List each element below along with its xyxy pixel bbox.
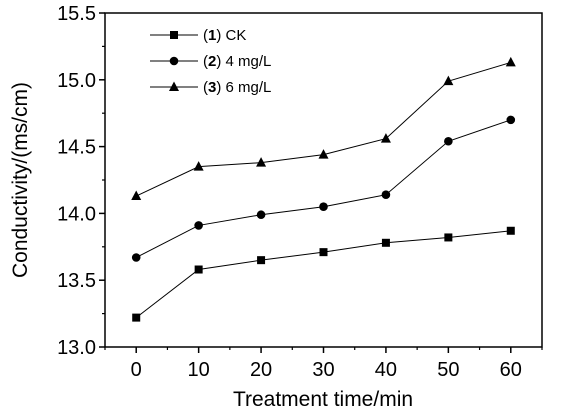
data-point <box>443 75 454 86</box>
series-line <box>136 61 511 197</box>
y-tick-label: 13.5 <box>57 270 96 292</box>
data-point <box>194 221 203 230</box>
x-tick-label: 0 <box>131 359 142 381</box>
x-tick-label: 40 <box>375 359 397 381</box>
y-axis-title: Conductivity/(ms/cm) <box>9 82 32 278</box>
legend-item: (2) 4 mg/L <box>150 53 271 70</box>
y-tick-label: 13.0 <box>57 337 96 359</box>
data-point <box>193 161 204 171</box>
legend-number: 1 <box>208 27 216 44</box>
data-point <box>256 210 266 220</box>
legend-number: 3 <box>208 79 216 96</box>
data-point <box>506 226 515 235</box>
data-point <box>444 233 453 242</box>
series-1 <box>132 226 515 322</box>
data-point <box>319 248 328 257</box>
legend: (1) CK (2) 4 mg/L (3) 6 mg/L <box>150 27 271 96</box>
legend-marker <box>169 56 179 66</box>
legend-number: 2 <box>208 53 216 70</box>
legend-item: (1) CK <box>150 27 246 44</box>
data-point <box>131 190 142 201</box>
x-axis: 0 10 20 30 40 50 60 <box>104 347 543 381</box>
x-tick-label: 60 <box>500 359 522 381</box>
series-2 <box>131 115 516 262</box>
data-point <box>318 149 329 159</box>
legend-series-name: 4 mg/L <box>226 53 272 70</box>
series-layer <box>131 56 516 322</box>
data-point <box>194 265 203 274</box>
x-tick-label: 50 <box>437 359 459 381</box>
series-line <box>135 230 511 319</box>
data-point <box>257 256 266 265</box>
legend-label: (1) CK <box>203 27 246 44</box>
data-point <box>131 253 141 262</box>
x-axis-title: Treatment time/min <box>233 388 413 411</box>
legend-item: (3) 6 mg/L <box>150 79 271 96</box>
data-point <box>381 238 390 247</box>
x-tick-label: 10 <box>188 359 210 381</box>
data-point <box>506 115 516 125</box>
legend-label: (3) 6 mg/L <box>203 79 271 96</box>
x-tick-label: 30 <box>312 359 334 381</box>
data-point <box>132 313 141 322</box>
legend-marker <box>170 31 178 39</box>
y-tick-label: 14.5 <box>57 137 96 159</box>
data-point <box>381 190 391 199</box>
legend-marker <box>169 81 179 91</box>
legend-label: (2) 4 mg/L <box>203 53 271 70</box>
data-point <box>319 202 328 212</box>
data-point <box>380 133 391 143</box>
x-tick-label: 20 <box>250 359 272 381</box>
y-axis: 13.0 13.5 14.0 14.5 15.0 15.5 <box>57 3 105 359</box>
legend-series-name: 6 mg/L <box>226 79 272 96</box>
series-3 <box>131 56 516 201</box>
y-tick-label: 15.5 <box>57 3 96 25</box>
data-point <box>505 56 516 67</box>
y-tick-label: 15.0 <box>57 70 96 92</box>
y-tick-label: 14.0 <box>57 203 96 225</box>
data-point <box>444 136 453 146</box>
legend-series-name: CK <box>226 27 247 44</box>
data-point <box>256 157 267 167</box>
